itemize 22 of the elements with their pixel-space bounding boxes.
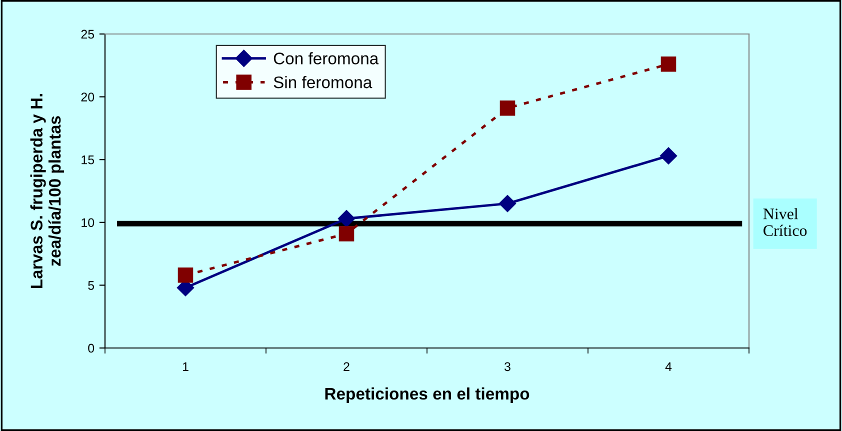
point <box>660 56 676 72</box>
point <box>178 268 194 283</box>
point <box>338 226 354 242</box>
legend-label: Sin feromona <box>274 76 372 88</box>
y-tick-label: 25 <box>81 30 94 39</box>
ref-line-label: Nivel Crítico <box>763 208 807 236</box>
y-tick-label: 0 <box>88 344 94 353</box>
y-tick-label: 15 <box>82 156 94 164</box>
y-tick-label: 10 <box>82 218 94 228</box>
x-axis-title: Repeticiones en el tiempo <box>325 387 530 403</box>
point <box>498 195 516 212</box>
x-tick-label: 4 <box>665 362 672 371</box>
legend-label: Con feromona <box>274 52 379 64</box>
point <box>338 210 356 228</box>
x-tick-label: 2 <box>344 362 350 371</box>
y-axis-title: Larvas S. frugiperda y H. zea/día/100 plantas <box>30 94 64 288</box>
point <box>660 147 678 164</box>
x-tick-label: 1 <box>182 362 188 371</box>
x-tick-label: 3 <box>504 362 510 372</box>
y-tick-label: 20 <box>81 92 94 102</box>
y-tick-label: 5 <box>88 281 94 290</box>
point <box>500 100 516 116</box>
